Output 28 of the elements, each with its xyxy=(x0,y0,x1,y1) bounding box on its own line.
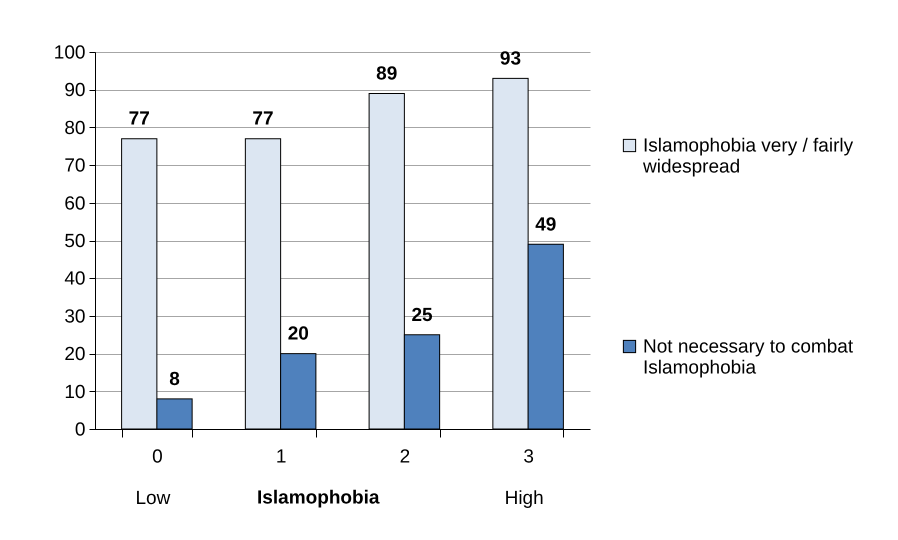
y-tick-label: 10 xyxy=(64,382,86,403)
y-tick-label: 80 xyxy=(64,118,86,139)
data-label: 77 xyxy=(252,108,274,130)
y-tick-label: 90 xyxy=(64,80,86,102)
y-tick-label: 70 xyxy=(64,156,86,177)
y-tick-label: 30 xyxy=(64,306,86,328)
x-tick-label: 1 xyxy=(276,446,286,468)
text: High xyxy=(504,488,544,509)
data-label: 8 xyxy=(169,368,180,390)
y-tick-label: 50 xyxy=(64,231,86,252)
data-label: 89 xyxy=(376,63,398,84)
legend-label: Islamophobia very / fairly widespread xyxy=(642,136,854,178)
data-label: 93 xyxy=(500,48,522,70)
x-tick-label: 0 xyxy=(152,446,163,468)
x-tick-label: 2 xyxy=(400,446,410,468)
data-label: 49 xyxy=(535,214,556,236)
y-tick-label: 0 xyxy=(74,420,86,440)
y-tick-label: 60 xyxy=(64,193,86,214)
data-label: 20 xyxy=(288,324,309,345)
text: Low xyxy=(135,488,171,509)
legend-label: Not necessary to combat Islamophobia xyxy=(643,336,854,378)
x-tick-label: 3 xyxy=(523,446,534,468)
data-label: 25 xyxy=(411,304,434,326)
x-axis-title: Islamophobia xyxy=(257,488,380,508)
data-label: 77 xyxy=(128,108,150,130)
y-tick-label: 40 xyxy=(64,268,86,290)
y-tick-label: 20 xyxy=(64,344,86,366)
y-tick-label: 100 xyxy=(54,42,86,64)
